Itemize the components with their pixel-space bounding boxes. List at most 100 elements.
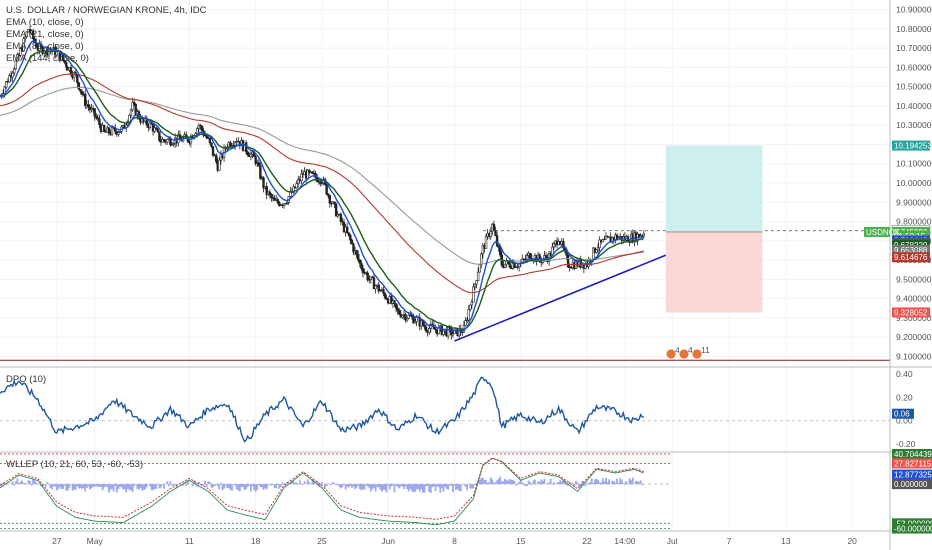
candle[interactable]: [355, 250, 358, 255]
candle[interactable]: [8, 75, 11, 83]
candle[interactable]: [398, 310, 401, 315]
candle[interactable]: [156, 129, 160, 133]
candle[interactable]: [79, 89, 82, 92]
candle[interactable]: [412, 316, 415, 324]
oscillator-title[interactable]: WLLEP (10, 21, 60, 53, -60, -53): [6, 459, 143, 470]
ema21-line[interactable]: [0, 50, 644, 331]
dpo-title[interactable]: DPO (10): [6, 374, 46, 385]
candle[interactable]: [467, 309, 470, 321]
candle[interactable]: [5, 81, 8, 88]
candle[interactable]: [336, 214, 339, 217]
candle[interactable]: [259, 165, 262, 179]
candle[interactable]: [96, 117, 100, 120]
candle[interactable]: [562, 240, 565, 249]
candle[interactable]: [194, 133, 197, 136]
candle[interactable]: [282, 203, 286, 206]
candle[interactable]: [328, 195, 332, 204]
candle[interactable]: [372, 277, 376, 290]
candle[interactable]: [132, 101, 136, 105]
candle[interactable]: [22, 38, 25, 52]
candle[interactable]: [80, 91, 84, 95]
candle[interactable]: [14, 60, 17, 70]
candle[interactable]: [262, 177, 265, 189]
candle[interactable]: [413, 321, 417, 324]
candle[interactable]: [339, 213, 343, 222]
candle[interactable]: [13, 68, 16, 74]
candle[interactable]: [211, 146, 215, 156]
candle[interactable]: [446, 327, 450, 337]
candle[interactable]: [158, 131, 161, 141]
candle[interactable]: [396, 307, 399, 311]
candle[interactable]: [570, 267, 573, 269]
candle[interactable]: [63, 60, 66, 63]
candle[interactable]: [429, 323, 432, 329]
candle[interactable]: [473, 283, 477, 288]
candle[interactable]: [401, 315, 404, 318]
ema144-legend[interactable]: EMA (144, close, 0): [6, 53, 89, 64]
candle[interactable]: [383, 293, 387, 299]
candle[interactable]: [371, 276, 374, 279]
candle[interactable]: [358, 259, 361, 264]
candle[interactable]: [229, 142, 232, 147]
candle[interactable]: [495, 235, 499, 247]
candle[interactable]: [172, 143, 175, 145]
candle[interactable]: [424, 326, 428, 332]
candle[interactable]: [464, 320, 467, 326]
candle[interactable]: [341, 221, 344, 223]
candle[interactable]: [595, 249, 598, 253]
candle[interactable]: [148, 121, 152, 128]
candle[interactable]: [210, 142, 213, 147]
long-target-zone[interactable]: [665, 145, 763, 232]
candle[interactable]: [334, 203, 338, 217]
candle[interactable]: [205, 135, 208, 139]
osc-histogram[interactable]: [0, 476, 645, 494]
candle[interactable]: [440, 325, 444, 336]
candle[interactable]: [374, 285, 377, 290]
candle[interactable]: [65, 62, 68, 68]
candle[interactable]: [434, 328, 437, 331]
candle[interactable]: [601, 239, 605, 243]
candle[interactable]: [270, 194, 273, 199]
candle[interactable]: [197, 125, 201, 129]
candle[interactable]: [98, 118, 101, 126]
candle[interactable]: [603, 238, 606, 241]
candle[interactable]: [276, 199, 279, 203]
event-flag-icon[interactable]: [691, 348, 703, 360]
candle[interactable]: [566, 254, 570, 268]
candle[interactable]: [102, 125, 106, 132]
candle[interactable]: [218, 159, 221, 171]
candle[interactable]: [481, 245, 485, 255]
candle[interactable]: [393, 300, 396, 304]
candle[interactable]: [508, 262, 511, 268]
candle[interactable]: [320, 182, 324, 184]
candle[interactable]: [297, 178, 300, 184]
osc-line-fast[interactable]: [0, 457, 644, 526]
candle[interactable]: [484, 235, 488, 249]
candle[interactable]: [465, 319, 469, 321]
candle[interactable]: [525, 255, 529, 260]
event-flag-icon[interactable]: [678, 348, 690, 360]
candle[interactable]: [214, 154, 218, 162]
oscillator-pane[interactable]: [0, 453, 672, 529]
candle[interactable]: [84, 93, 87, 107]
osc-line-slow[interactable]: [0, 457, 644, 520]
candle[interactable]: [300, 173, 303, 181]
candle[interactable]: [200, 125, 204, 131]
candle[interactable]: [390, 296, 393, 304]
candle[interactable]: [480, 253, 483, 265]
candle[interactable]: [470, 301, 474, 306]
candle[interactable]: [476, 271, 480, 281]
candle[interactable]: [428, 328, 431, 333]
candle[interactable]: [327, 194, 330, 196]
candle[interactable]: [360, 262, 363, 269]
candle[interactable]: [394, 303, 398, 309]
candle[interactable]: [107, 127, 111, 134]
candle[interactable]: [249, 153, 253, 158]
candle[interactable]: [110, 127, 114, 135]
candle[interactable]: [529, 253, 532, 259]
candle[interactable]: [170, 144, 174, 146]
candle[interactable]: [93, 108, 96, 117]
candle[interactable]: [497, 245, 500, 248]
candle[interactable]: [118, 131, 122, 133]
